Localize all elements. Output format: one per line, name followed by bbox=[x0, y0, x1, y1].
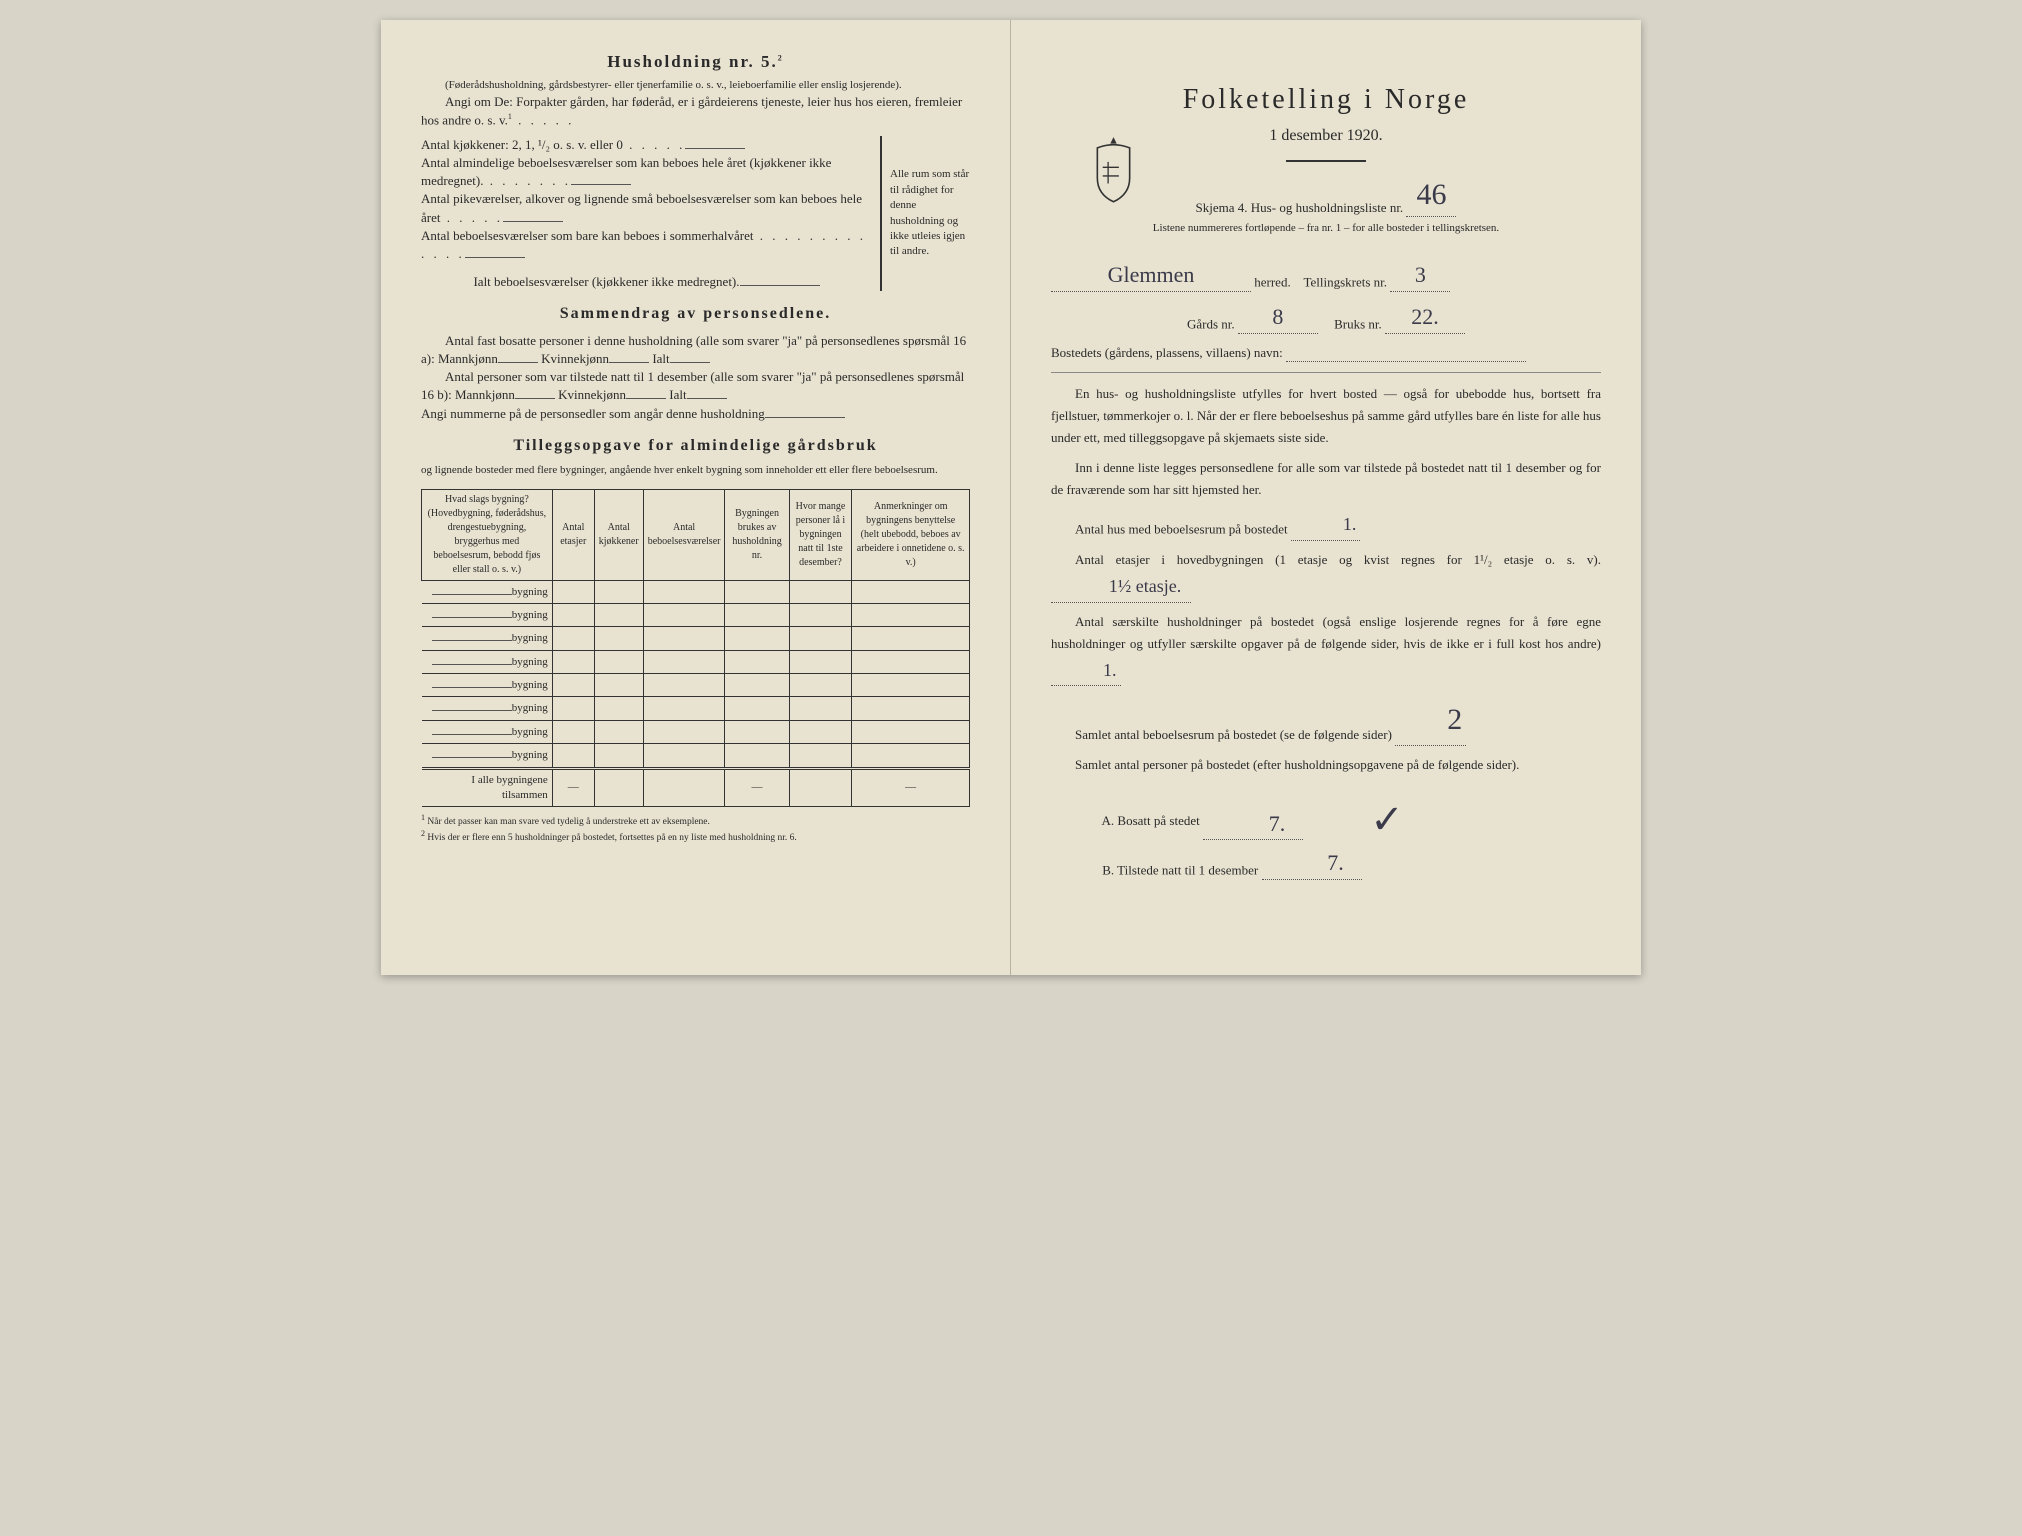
gards-hw: 8 bbox=[1268, 302, 1287, 333]
checkmark-icon: ✓ bbox=[1346, 792, 1404, 848]
th-1: Antal etasjer bbox=[552, 489, 594, 580]
th-2: Antal kjøkkener bbox=[594, 489, 643, 580]
table-row: bygning bbox=[422, 650, 970, 673]
skjema-nr-hw: 46 bbox=[1412, 174, 1450, 216]
q3-hw: 1. bbox=[1075, 655, 1121, 686]
skjema-label: Skjema 4. Hus- og husholdningsliste nr. bbox=[1196, 199, 1404, 214]
brace-note: Alle rum som står til rådighet for denne… bbox=[880, 136, 970, 292]
building-table: Hvad slags bygning? (Hovedbygning, føder… bbox=[421, 489, 970, 808]
th-3: Antal beboelsesværelser bbox=[643, 489, 725, 580]
listene-note: Listene nummereres fortløpende – fra nr.… bbox=[1051, 221, 1601, 236]
footnotes: 1 Når det passer kan man svare ved tydel… bbox=[421, 813, 970, 844]
th-6: Anmerkninger om bygningens benyttelse (h… bbox=[852, 489, 970, 580]
summary-numbers: Angi nummerne på de personsedler som ang… bbox=[421, 405, 970, 423]
summary-heading: Sammendrag av personsedlene. bbox=[421, 303, 970, 325]
rooms-block: Antal kjøkkener: 2, 1, ¹/₂ o. s. v. elle… bbox=[421, 136, 970, 292]
q2-hw: 1½ etasje. bbox=[1081, 571, 1185, 602]
qA-hw: 7. bbox=[1241, 809, 1290, 840]
bruks-hw: 22. bbox=[1407, 302, 1443, 333]
tellingskrets-hw: 3 bbox=[1411, 260, 1430, 291]
para2: Inn i denne liste legges personsedlene f… bbox=[1051, 457, 1601, 501]
main-title: Folketelling i Norge bbox=[1051, 80, 1601, 119]
household-heading: Husholdning nr. 5.2 bbox=[421, 50, 970, 74]
left-page: Husholdning nr. 5.2 (Føderådshusholdning… bbox=[381, 20, 1011, 975]
household-sub2: Angi om De: Forpakter gården, har føderå… bbox=[421, 93, 970, 130]
summary-line-2: Antal personer som var tilstede natt til… bbox=[421, 368, 970, 404]
para1: En hus- og husholdningsliste utfylles fo… bbox=[1051, 383, 1601, 449]
table-row: bygning bbox=[422, 603, 970, 626]
qB-hw: 7. bbox=[1299, 848, 1348, 879]
bosted-label: Bostedets (gårdens, plassens, villaens) … bbox=[1051, 345, 1283, 360]
summary-line-1: Antal fast bosatte personer i denne hush… bbox=[421, 332, 970, 368]
total-row-label: I alle bygningene tilsammen bbox=[422, 768, 553, 807]
herred-hw: Glemmen bbox=[1104, 260, 1199, 291]
household-sub1: (Føderådshusholdning, gårdsbestyrer- ell… bbox=[421, 78, 970, 93]
table-row: bygning bbox=[422, 627, 970, 650]
tillegg-heading: Tilleggsopgave for almindelige gårdsbruk bbox=[421, 435, 970, 457]
q4-hw: 2 bbox=[1419, 694, 1466, 745]
right-page: Folketelling i Norge 1 desember 1920. Sk… bbox=[1011, 20, 1641, 975]
table-row: bygning bbox=[422, 697, 970, 720]
table-row: bygning bbox=[422, 580, 970, 603]
th-4: Bygningen brukes av husholdning nr. bbox=[725, 489, 789, 580]
table-row: bygning bbox=[422, 720, 970, 743]
tillegg-sub: og lignende bosteder med flere bygninger… bbox=[421, 463, 970, 478]
table-row: bygning bbox=[422, 674, 970, 697]
table-row: bygning bbox=[422, 744, 970, 768]
q1-hw: 1. bbox=[1315, 509, 1361, 540]
th-0: Hvad slags bygning? (Hovedbygning, føder… bbox=[422, 489, 553, 580]
th-5: Hvor mange personer lå i bygningen natt … bbox=[789, 489, 852, 580]
